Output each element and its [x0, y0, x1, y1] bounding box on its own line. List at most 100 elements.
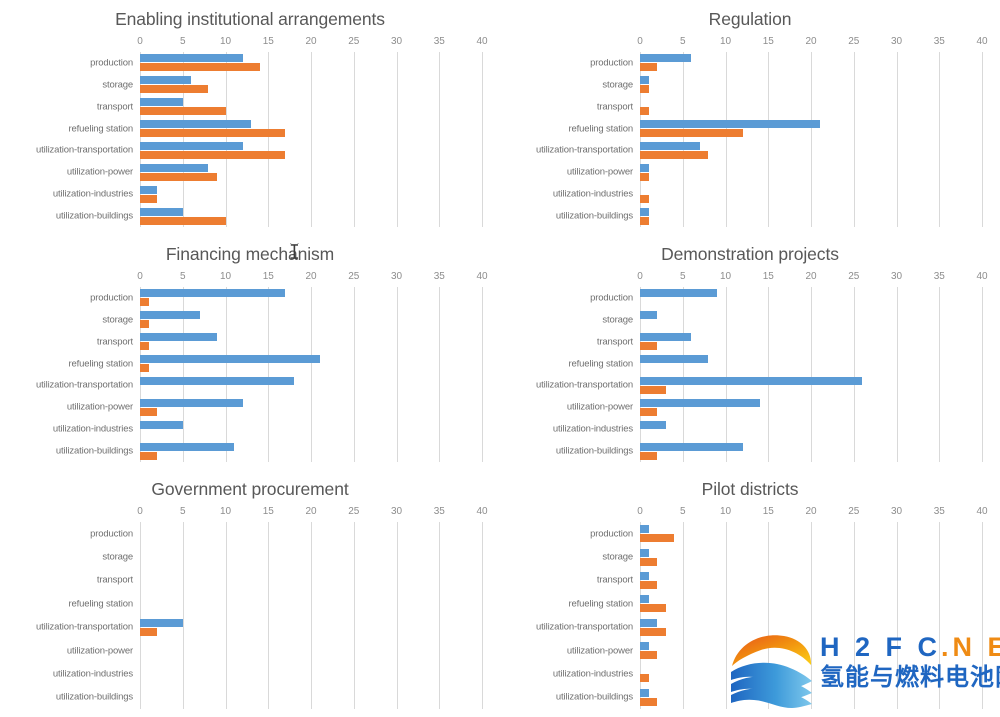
category-row: production: [590, 52, 982, 74]
category-label: storage: [602, 314, 633, 326]
x-axis-tick-label: 0: [637, 36, 643, 47]
category-row: utilization-power: [567, 161, 982, 183]
category-row: utilization-power: [67, 639, 482, 662]
category-row: utilization-power: [67, 396, 482, 418]
bar-series-1: [140, 289, 286, 298]
category-row: utilization-buildings: [556, 440, 982, 462]
category-label: storage: [102, 551, 133, 563]
bar-series-1: [140, 141, 243, 150]
category-row: utilization-transportation: [36, 140, 482, 162]
plot-area: 0 5 10 15 20 25 30 35 40 production storage transpo…: [0, 506, 500, 709]
gridline: [311, 287, 312, 462]
category-label: utilization-industries: [52, 423, 133, 435]
gridline: [225, 522, 227, 709]
category-row: transport: [97, 569, 482, 592]
category-label: refueling station: [68, 123, 133, 135]
chart-panel: Pilot districts 0 5 10 15 20 25 30 35 40 productio…: [500, 470, 1000, 717]
bar-series-1: [640, 163, 649, 172]
category-row: utilization-transportation: [36, 375, 482, 397]
category-row: storage: [602, 545, 982, 568]
category-row: production: [590, 522, 982, 545]
bar-series-1: [140, 207, 183, 216]
chart-panel: Demonstration projects 0 5 10 15 20 25 30 35 40 pr…: [500, 235, 1000, 470]
x-axis-tick-label: 30: [390, 506, 403, 517]
gridline: [482, 522, 483, 709]
chart-title: Regulation: [708, 9, 792, 29]
gridline: [896, 287, 898, 462]
x-axis-tick-label: 0: [637, 506, 643, 517]
x-axis-tick-label: 35: [433, 271, 445, 282]
gridline: [182, 522, 184, 709]
gridline: [853, 522, 855, 709]
bar-series-2: [140, 342, 149, 351]
category-row: transport: [597, 569, 982, 592]
x-axis-tick-label: 35: [933, 36, 945, 47]
category-label: utilization-power: [66, 401, 133, 413]
bar-series-1: [640, 333, 692, 342]
gridline: [682, 52, 684, 227]
category-label: utilization-power: [566, 166, 633, 178]
bar-series-1: [640, 688, 649, 697]
x-axis-tick-label: 35: [433, 506, 445, 517]
category-label: storage: [602, 79, 633, 91]
category-row: storage: [102, 74, 482, 96]
bar-series-1: [640, 54, 692, 63]
category-label: utilization-industries: [552, 188, 633, 200]
category-label: utilization-transportation: [536, 379, 633, 391]
bar-series-2: [640, 580, 658, 589]
x-axis-tick-label: 15: [762, 506, 774, 517]
bar-series-2: [140, 364, 149, 373]
category-row: utilization-buildings: [56, 686, 482, 709]
bar-series-2: [140, 320, 149, 329]
chart-title: Financing mechanism: [165, 244, 335, 264]
x-axis-tick-label: 0: [137, 506, 143, 517]
gridline: [353, 522, 355, 709]
axis-line-zero: [140, 522, 141, 709]
chart-panel: Enabling institutional arrangements 0 5 10 1…: [0, 0, 500, 235]
bar-series-1: [640, 571, 649, 580]
category-label: utilization-transportation: [536, 144, 633, 156]
category-label: production: [90, 528, 133, 540]
x-axis-tick-label: 0: [637, 271, 643, 282]
gridline: [725, 522, 727, 709]
category-row: refueling station: [568, 592, 982, 615]
x-axis-tick-label: 5: [179, 36, 186, 47]
gridline: [896, 522, 898, 709]
axis-line-zero: [640, 287, 641, 462]
category-label: transport: [96, 574, 133, 586]
category-label: transport: [596, 101, 633, 113]
bar-series-1: [140, 398, 243, 407]
category-row: transport: [97, 96, 482, 118]
bar-series-1: [640, 525, 649, 534]
category-row: refueling station: [68, 592, 482, 615]
chart-panel: Financing mechanism 0 5 10 15 20 25 30 35 40 produ…: [0, 235, 500, 470]
category-label: refueling station: [568, 598, 633, 610]
x-axis-tick-label: 30: [890, 36, 903, 47]
bar-series-2: [140, 129, 286, 138]
gridline: [182, 287, 184, 462]
x-axis-tick-label: 40: [476, 506, 488, 517]
category-row: utilization-industries: [553, 183, 982, 205]
gridline: [482, 287, 483, 462]
gridline: [768, 287, 770, 462]
category-row: transport: [97, 331, 482, 353]
x-axis: 0 5 10 15 20 25 30 35 40: [0, 36, 500, 50]
bar-series-1: [640, 398, 760, 407]
category-label: production: [90, 57, 133, 69]
gridline: [811, 287, 812, 462]
gridline: [268, 522, 270, 709]
category-row: utilization-buildings: [556, 686, 982, 709]
gridline: [939, 287, 941, 462]
x-axis-tick-label: 10: [719, 36, 732, 47]
x-axis-tick-label: 15: [262, 271, 274, 282]
x-axis-tick-label: 15: [262, 36, 274, 47]
category-label: transport: [96, 336, 133, 348]
category-row: utilization-power: [67, 161, 482, 183]
x-axis-tick-label: 40: [976, 506, 988, 517]
bar-series-2: [640, 451, 658, 460]
category-label: production: [590, 292, 633, 304]
x-axis-tick-label: 20: [305, 271, 317, 282]
bar-series-1: [640, 618, 658, 627]
x-axis-tick-label: 20: [305, 36, 317, 47]
